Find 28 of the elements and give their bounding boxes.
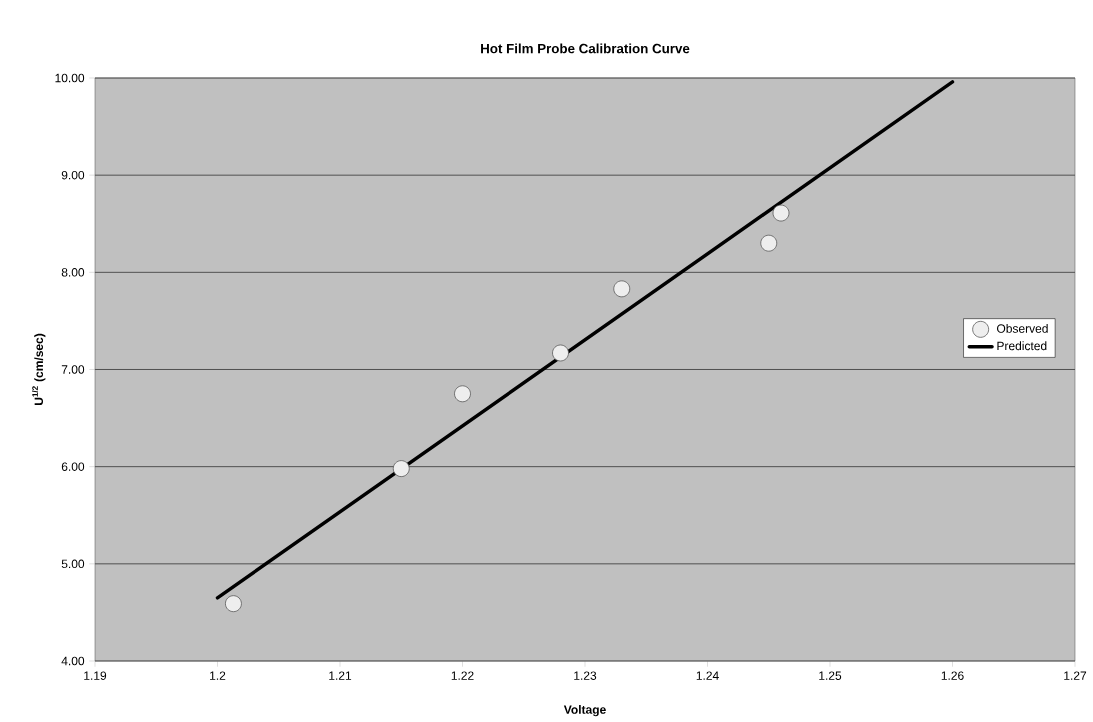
legend-label: Predicted: [997, 341, 1047, 351]
y-tick-label: 4.00: [61, 656, 85, 666]
x-tick-label: 1.24: [696, 671, 719, 680]
y-axis-title: U$^{1/2}$ (cm/sec): [32, 333, 46, 406]
y-tick-label: 6.00: [61, 462, 85, 471]
point: [760, 234, 778, 252]
x-tick-label: 1.21: [329, 671, 352, 680]
point: [454, 385, 471, 403]
x-tick-label: 1.25: [819, 671, 842, 680]
point: [392, 460, 410, 478]
chart-title: Hot Film Probe Calibration Curve: [481, 43, 690, 54]
x-tick-label: 1.26: [941, 671, 964, 680]
y-tick-label: 9.00: [61, 170, 85, 180]
y-tick-label: 7.00: [61, 365, 85, 374]
y-tick-label: 8.00: [61, 268, 85, 277]
x-tick-label: 1.2: [210, 671, 226, 680]
point: [772, 204, 790, 222]
point: [225, 595, 242, 613]
y-tick-label: 10.00: [55, 73, 85, 83]
x-tick-label: 1.23: [574, 671, 597, 680]
x-tick-label: 1.22: [451, 671, 474, 680]
x-tick-label: 1.27: [1064, 671, 1087, 680]
point: [552, 344, 569, 362]
x-axis-title: Voltage: [563, 705, 606, 717]
x-tick-label: 1.19: [84, 671, 107, 680]
point: [613, 280, 631, 298]
y-tick-label: 5.00: [61, 559, 85, 569]
legend-label: Observed: [997, 323, 1048, 333]
